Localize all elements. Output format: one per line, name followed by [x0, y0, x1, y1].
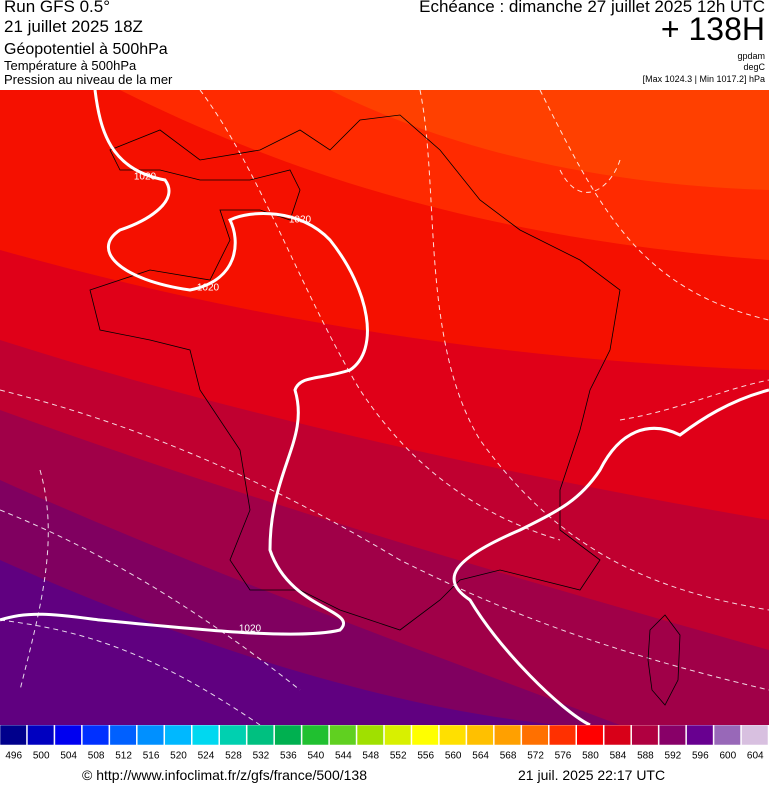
isobars: [0, 90, 769, 725]
swatch: [384, 725, 412, 746]
swatch: [137, 725, 165, 746]
swatch: [494, 725, 522, 746]
band: [330, 90, 769, 190]
level-label: 556: [417, 751, 434, 762]
swatch: [631, 725, 659, 746]
swatch: [219, 725, 247, 746]
unit-temp: degC: [743, 62, 765, 72]
run: Run GFS 0.5°: [4, 0, 111, 16]
level-label: 500: [33, 751, 50, 762]
level-label: 508: [88, 751, 105, 762]
swatch: [411, 725, 439, 746]
swatch: [439, 725, 467, 746]
level-label: 564: [472, 751, 489, 762]
level-label: 584: [610, 751, 627, 762]
isobar-label: 1020: [197, 283, 220, 294]
level-label: 572: [527, 751, 544, 762]
unit-geo: gpdam: [737, 51, 765, 61]
swatch: [27, 725, 55, 746]
level-label: 568: [500, 751, 517, 762]
swatch: [356, 725, 384, 746]
isobar-label: 1020: [289, 215, 312, 226]
footer-url: © http://www.infoclimat.fr/z/gfs/france/…: [82, 767, 367, 783]
field-temp: Température à 500hPa: [4, 58, 137, 73]
swatch: [521, 725, 549, 746]
swatch: [329, 725, 357, 746]
swatch: [192, 725, 219, 746]
level-label: 600: [719, 751, 736, 762]
level-label: 524: [198, 751, 215, 762]
level-label: 504: [60, 751, 77, 762]
swatch: [164, 725, 192, 746]
level-label: 552: [390, 751, 407, 762]
coastline: [89, 114, 621, 631]
colorbar: 496 500 504 508 512 516 520 524 528 532 536 540 544 5…: [0, 725, 769, 762]
swatch: [274, 725, 302, 746]
valid-time: Echéance : dimanche 27 juillet 2025 12h …: [419, 0, 765, 16]
temperature-contours: [0, 90, 769, 725]
level-label: 596: [692, 751, 709, 762]
level-label: 544: [335, 751, 352, 762]
level-label: 604: [747, 751, 764, 762]
swatch: [576, 725, 604, 746]
swatch: [603, 725, 631, 746]
level-label: 528: [225, 751, 242, 762]
run-date: 21 juillet 2025 18Z: [4, 17, 143, 36]
swatch: [0, 725, 27, 746]
level-label: 576: [555, 751, 572, 762]
level-label: 592: [665, 751, 682, 762]
swatch: [713, 725, 741, 746]
isobar-label: 1020: [239, 624, 262, 635]
swatch: [301, 725, 329, 746]
map: 1020 1020 1020 1020: [0, 90, 769, 725]
lead: + 138H: [660, 11, 765, 47]
pressure-range: [Max 1024.3 | Min 1017.2] hPa: [642, 74, 765, 84]
swatch: [246, 725, 274, 746]
level-label: 588: [637, 751, 654, 762]
level-label: 540: [307, 751, 324, 762]
swatch: [658, 725, 686, 746]
field-pressure: Pression au niveau de la mer: [4, 72, 173, 87]
swatch: [109, 725, 137, 746]
level-label: 560: [445, 751, 462, 762]
swatch: [54, 725, 82, 746]
swatch: [741, 725, 769, 746]
footer-timestamp: 21 juil. 2025 22:17 UTC: [518, 767, 666, 783]
swatch: [549, 725, 576, 746]
swatch: [686, 725, 714, 746]
corsica: [647, 614, 681, 706]
level-label: 496: [5, 751, 22, 762]
level-label: 580: [582, 751, 599, 762]
level-label: 516: [143, 751, 160, 762]
isobar-label: 1020: [134, 172, 157, 183]
level-label: 512: [115, 751, 132, 762]
level-label: 548: [362, 751, 379, 762]
level-label: 532: [253, 751, 270, 762]
swatch: [82, 725, 110, 746]
field-main: Géopotentiel à 500hPa: [4, 41, 168, 58]
level-label: 520: [170, 751, 187, 762]
level-label: 536: [280, 751, 297, 762]
swatch: [466, 725, 494, 746]
